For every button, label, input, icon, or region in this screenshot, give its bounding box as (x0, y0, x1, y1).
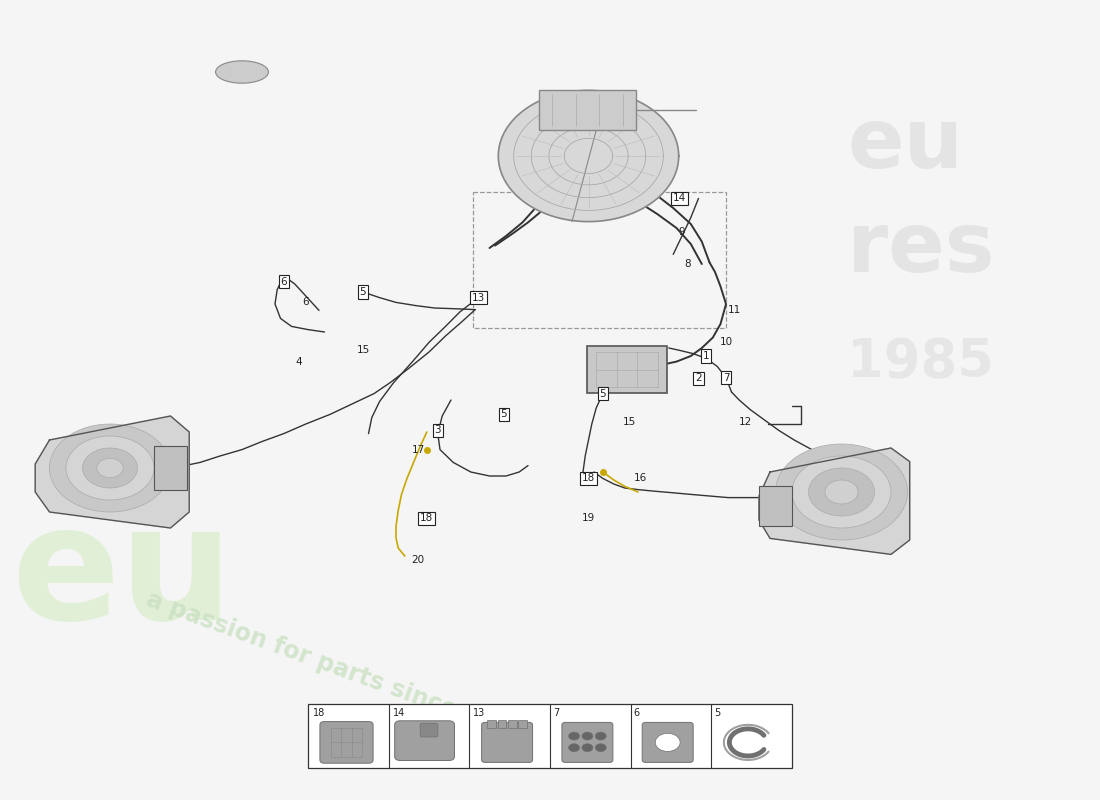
Text: 18: 18 (582, 474, 595, 483)
FancyBboxPatch shape (642, 722, 693, 762)
Text: 16: 16 (634, 474, 647, 483)
Circle shape (50, 424, 170, 512)
FancyBboxPatch shape (395, 721, 454, 761)
Text: res: res (847, 208, 994, 289)
Text: 1: 1 (703, 351, 710, 361)
Text: 13: 13 (472, 293, 485, 302)
Text: a passion for parts since 1985: a passion for parts since 1985 (143, 588, 529, 748)
Bar (759, 486, 792, 526)
Ellipse shape (216, 61, 268, 83)
Bar (518, 720, 527, 728)
Text: 8: 8 (684, 259, 691, 269)
Text: 14: 14 (673, 194, 686, 203)
Circle shape (776, 444, 908, 540)
Text: 2: 2 (695, 374, 702, 383)
FancyBboxPatch shape (482, 722, 532, 762)
Bar (508, 720, 517, 728)
Polygon shape (35, 416, 189, 528)
Text: 5: 5 (500, 410, 507, 419)
Circle shape (82, 448, 138, 488)
Text: 19: 19 (582, 514, 595, 523)
Circle shape (97, 458, 123, 478)
Bar (487, 720, 496, 728)
Text: 6: 6 (302, 298, 309, 307)
FancyBboxPatch shape (562, 722, 613, 762)
Circle shape (595, 732, 606, 740)
Circle shape (656, 734, 680, 751)
Circle shape (569, 744, 580, 752)
Text: 9: 9 (679, 227, 685, 237)
Circle shape (792, 456, 891, 528)
Text: 5: 5 (714, 708, 720, 718)
Text: 15: 15 (356, 346, 370, 355)
Text: 1985: 1985 (847, 336, 994, 388)
Text: 7: 7 (553, 708, 560, 718)
Text: 5: 5 (600, 389, 606, 398)
Bar (308, 704, 792, 768)
Text: eu: eu (11, 498, 233, 654)
Circle shape (825, 480, 858, 504)
Text: 6: 6 (634, 708, 640, 718)
Polygon shape (498, 90, 679, 222)
Text: 5: 5 (360, 287, 366, 297)
Text: 17: 17 (411, 445, 425, 454)
Text: 7: 7 (723, 373, 729, 382)
Circle shape (582, 744, 593, 752)
Text: 10: 10 (719, 338, 733, 347)
Text: 6: 6 (280, 277, 287, 286)
Text: 20: 20 (411, 555, 425, 565)
Text: 4: 4 (296, 357, 303, 366)
Bar (539, 90, 636, 130)
Text: 18: 18 (312, 708, 324, 718)
Text: 11: 11 (728, 306, 741, 315)
Text: 13: 13 (473, 708, 485, 718)
Text: 14: 14 (393, 708, 405, 718)
Text: 12: 12 (739, 418, 752, 427)
Circle shape (582, 732, 593, 740)
Bar (587, 346, 667, 393)
Circle shape (569, 732, 580, 740)
Circle shape (66, 436, 154, 500)
Bar (497, 720, 506, 728)
FancyBboxPatch shape (320, 722, 373, 763)
Text: eu: eu (847, 104, 962, 185)
Text: 15: 15 (623, 418, 636, 427)
Bar (154, 446, 187, 490)
Text: 3: 3 (434, 426, 441, 435)
Text: 18: 18 (420, 514, 433, 523)
Circle shape (595, 744, 606, 752)
Circle shape (808, 468, 874, 516)
Polygon shape (759, 448, 910, 554)
FancyBboxPatch shape (420, 723, 438, 737)
